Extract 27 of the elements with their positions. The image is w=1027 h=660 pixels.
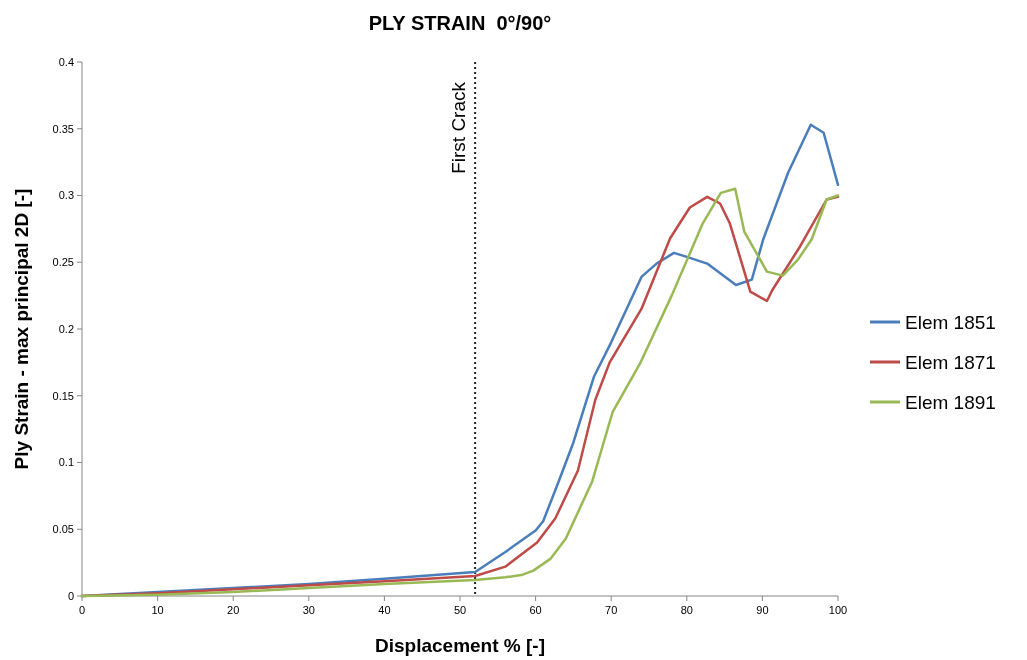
- chart-title: PLY STRAIN 0°/90°: [368, 12, 552, 34]
- x-tick-label: 90: [756, 604, 769, 616]
- x-tick-label: 0: [78, 604, 86, 616]
- x-tick-label: 80: [680, 604, 693, 616]
- y-tick-label: 0.25: [52, 256, 74, 269]
- legend-label: Elem 1891: [905, 391, 996, 413]
- y-tick-label: 0.15: [52, 389, 74, 402]
- y-tick-label: 0.35: [52, 122, 74, 135]
- x-tick-label: 10: [151, 604, 164, 616]
- y-tick-label: 0.05: [52, 523, 74, 536]
- x-tick-label: 30: [302, 604, 315, 616]
- legend-label: Elem 1851: [905, 311, 996, 333]
- ref-line-label: First Crack: [448, 81, 470, 174]
- x-axis-title: Displacement % [-]: [375, 635, 545, 656]
- x-tick-label: 70: [605, 604, 618, 616]
- x-tick-label: 20: [227, 604, 240, 616]
- legend-label: Elem 1871: [905, 351, 996, 373]
- y-tick-label: 0.1: [58, 456, 74, 469]
- x-tick-label: 100: [828, 604, 848, 616]
- y-tick-label: 0: [67, 589, 74, 602]
- y-axis-title: Ply Strain - max principal 2D [-]: [11, 188, 32, 470]
- y-tick-label: 0.3: [58, 189, 74, 202]
- x-tick-label: 40: [378, 604, 391, 616]
- y-tick-label: 0.4: [58, 55, 74, 68]
- x-tick-label: 50: [453, 604, 467, 616]
- x-tick-label: 60: [529, 604, 542, 616]
- y-tick-label: 0.2: [58, 322, 74, 335]
